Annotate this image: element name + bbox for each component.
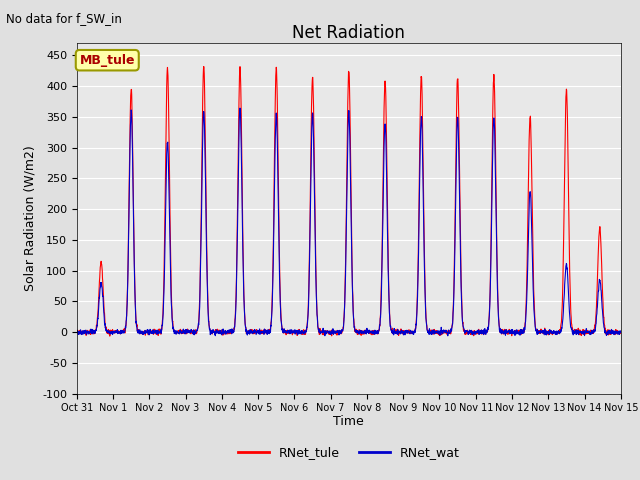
- RNet_tule: [569, 328, 577, 334]
- RNet_tule: [106, 333, 114, 339]
- Y-axis label: Solar Radiation (W/m2): Solar Radiation (W/m2): [24, 145, 36, 291]
- X-axis label: Time: Time: [333, 415, 364, 428]
- RNet_wat: [73, 329, 81, 335]
- Title: Net Radiation: Net Radiation: [292, 24, 405, 42]
- RNet_wat: [617, 330, 625, 336]
- Line: RNet_tule: RNet_tule: [77, 67, 621, 336]
- RNet_tule: [225, 331, 233, 337]
- RNet_tule: [200, 64, 207, 70]
- RNet_wat: [236, 105, 244, 111]
- RNet_tule: [377, 312, 385, 317]
- RNet_wat: [507, 330, 515, 336]
- RNet_wat: [444, 333, 452, 339]
- Text: MB_tule: MB_tule: [79, 54, 135, 67]
- RNet_wat: [376, 315, 384, 321]
- RNet_tule: [584, 328, 592, 334]
- RNet_wat: [584, 329, 592, 335]
- Legend: RNet_tule, RNet_wat: RNet_tule, RNet_wat: [233, 442, 465, 465]
- RNet_tule: [73, 329, 81, 335]
- RNet_wat: [365, 330, 372, 336]
- Line: RNet_wat: RNet_wat: [77, 108, 621, 336]
- Text: No data for f_SW_in: No data for f_SW_in: [6, 12, 122, 25]
- RNet_wat: [569, 327, 577, 333]
- RNet_tule: [617, 329, 625, 335]
- RNet_tule: [365, 330, 372, 336]
- RNet_tule: [507, 330, 515, 336]
- RNet_wat: [225, 329, 232, 335]
